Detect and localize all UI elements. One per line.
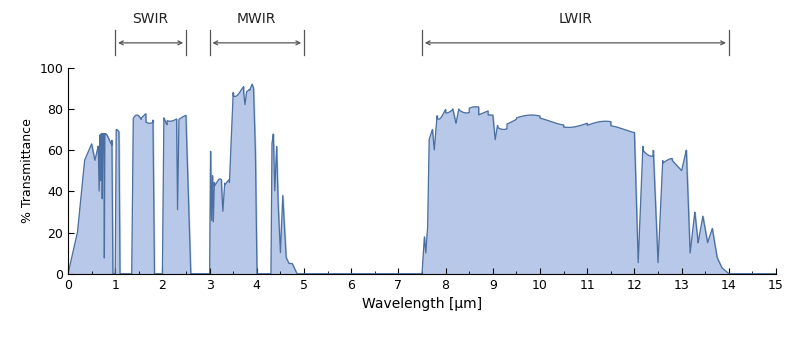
X-axis label: Wavelength [μm]: Wavelength [μm] <box>362 297 482 311</box>
Text: SWIR: SWIR <box>133 13 169 26</box>
Y-axis label: % Transmittance: % Transmittance <box>21 118 34 223</box>
Text: MWIR: MWIR <box>237 13 277 26</box>
Text: LWIR: LWIR <box>558 13 592 26</box>
